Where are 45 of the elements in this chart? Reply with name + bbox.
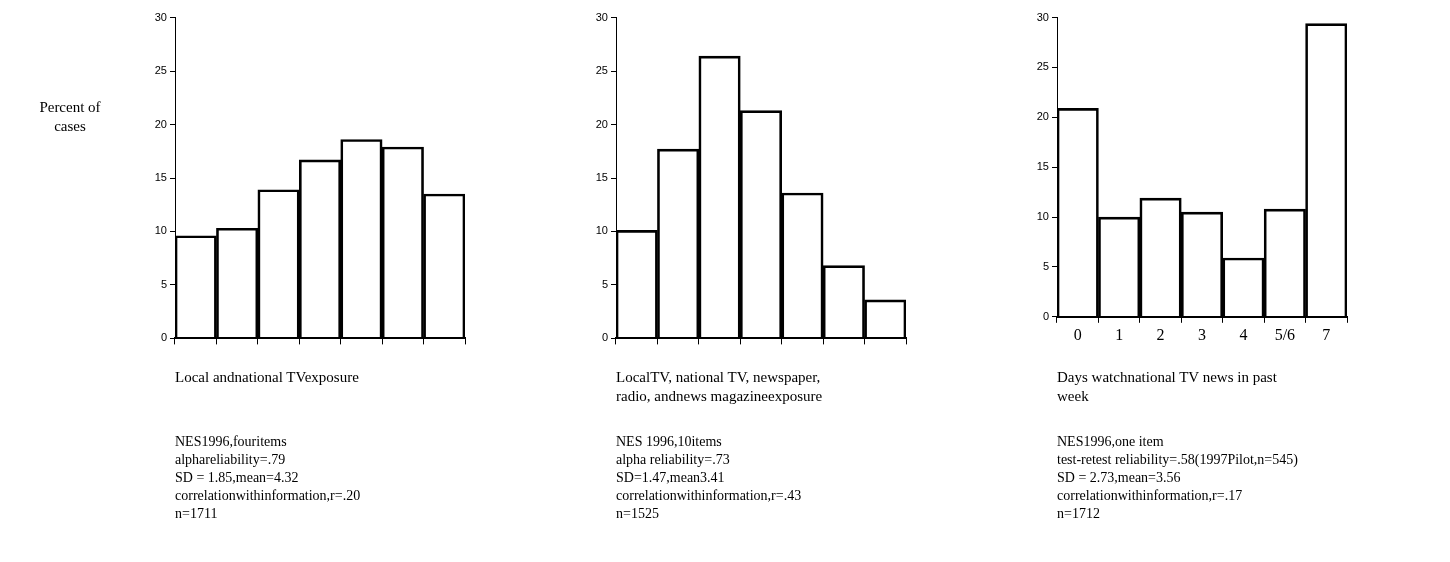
text: correlationwithinformation,r=.20 (175, 487, 361, 505)
y-tick-label: 20 (595, 117, 608, 130)
x-tick-label: 0 (1073, 325, 1082, 343)
text: test-retest reliability=.58(1997Pilot,n=545) (1057, 451, 1298, 469)
y-axis-title: Percent of cases (38, 98, 102, 136)
text: NES1996,one item (1057, 433, 1165, 451)
x-tick-label: 2 (1156, 325, 1165, 343)
text: n=1712 (1057, 505, 1101, 523)
y-tick-label: 15 (595, 171, 608, 184)
y-tick-label: 15 (154, 171, 167, 184)
text: NES1996,fouritems (175, 433, 288, 451)
y-tick-label: 25 (154, 64, 167, 77)
x-tick-label: 3 (1198, 325, 1206, 343)
y-tick-label: 0 (1042, 309, 1049, 322)
x-tick-label: 7 (1322, 325, 1331, 343)
y-tick-label: 5 (160, 277, 167, 290)
x-tick-label: 1 (1115, 325, 1124, 343)
text: correlationwithinformation,r=.43 (616, 487, 802, 505)
y-tick-label: 30 (154, 10, 167, 23)
text: SD = 1.85,mean=4.32 (175, 469, 300, 487)
y-tick-label: 25 (595, 64, 608, 77)
text: SD = 2.73,mean=3.56 (1057, 469, 1182, 487)
y-tick-label: 30 (595, 10, 608, 23)
text: correlationwithinformation,r=.17 (1057, 487, 1244, 505)
text: alphareliability=.79 (175, 451, 287, 469)
x-axis-title: LocalTV, national TV, newspaper, radio, andnews magazineexposure (616, 368, 824, 406)
y-tick-label: 15 (1036, 160, 1049, 173)
y-tick-label: 5 (601, 277, 608, 290)
x-tick-label: 5/6 (1274, 325, 1296, 343)
text: SD=1.47,mean3.41 (616, 469, 726, 487)
text: alpha reliability=.73 (616, 451, 731, 469)
text: NES 1996,10items (616, 433, 723, 451)
x-tick-label: 4 (1239, 325, 1248, 343)
x-axis-title: Days watchnational TV news in past week (1057, 368, 1278, 406)
y-tick-label: 30 (1036, 10, 1049, 23)
y-tick-label: 25 (1036, 60, 1049, 73)
y-tick-label: 20 (154, 117, 167, 130)
y-tick-label: 20 (1036, 110, 1049, 123)
y-tick-label: 5 (1042, 259, 1049, 272)
text: n=1711 (175, 505, 219, 523)
x-axis-title: Local andnational TVexposure (175, 368, 360, 387)
y-tick-label: 10 (1036, 210, 1049, 223)
y-tick-label: 10 (595, 224, 608, 237)
text: n=1525 (616, 505, 660, 523)
y-tick-label: 10 (154, 224, 167, 237)
